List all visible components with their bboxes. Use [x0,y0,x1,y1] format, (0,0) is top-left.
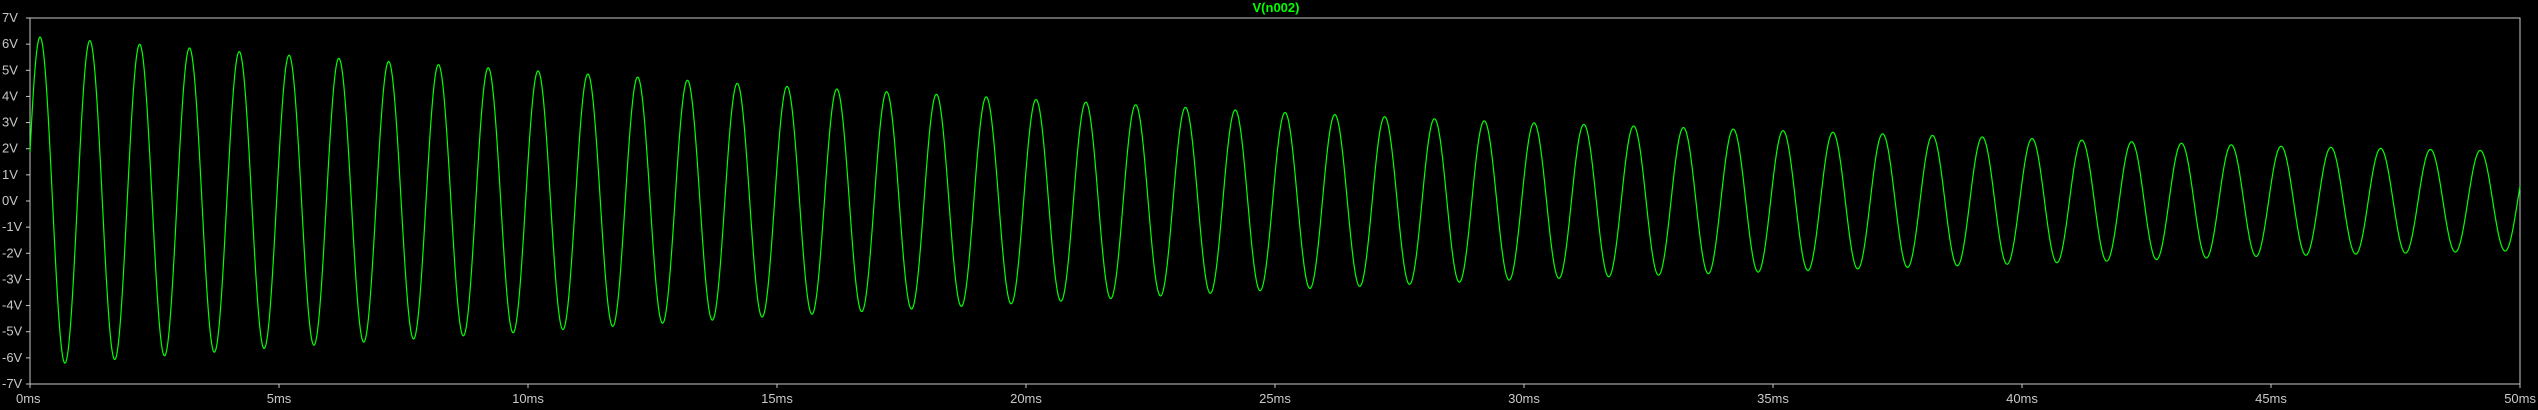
x-tick-label: 20ms [1010,391,1042,406]
y-tick-label: -7V [2,376,23,391]
x-tick-label: 15ms [761,391,793,406]
y-tick-label: 7V [2,10,18,25]
y-tick-label: -6V [2,350,23,365]
x-tick-label: 25ms [1259,391,1291,406]
chart-title: V(n002) [1253,0,1300,15]
x-tick-label: 5ms [267,391,292,406]
x-tick-label: 30ms [1508,391,1540,406]
y-tick-label: -3V [2,271,23,286]
y-tick-label: -5V [2,324,23,339]
x-tick-label: 45ms [2255,391,2287,406]
x-tick-label: 35ms [1757,391,1789,406]
x-tick-label: 40ms [2006,391,2038,406]
x-tick-label: 0ms [16,391,41,406]
y-axis: 7V 6V 5V 4V 3V 2V 1V 0V -1V -2V -3V -4V -5V -6V -7V [2,10,30,391]
y-tick-label: 5V [2,62,18,77]
y-tick-label: -4V [2,298,23,313]
plot-frame [29,17,2521,385]
series-line-v-n002 [29,36,2521,364]
y-tick-label: -1V [2,219,23,234]
series-layer [29,36,2521,364]
y-tick-label: 6V [2,36,18,51]
y-tick-label: 0V [2,193,18,208]
y-tick-label: 4V [2,88,18,103]
y-tick-label: -2V [2,245,23,260]
y-tick-label: 1V [2,167,18,182]
y-tick-label: 3V [2,115,18,130]
x-axis: 0ms 5ms 10ms 15ms 20ms 25ms 30ms 35ms 40ms 45ms 50… [16,384,2536,406]
x-tick-label: 50ms [2504,391,2536,406]
x-tick-label: 10ms [512,391,544,406]
y-tick-label: 2V [2,141,18,156]
